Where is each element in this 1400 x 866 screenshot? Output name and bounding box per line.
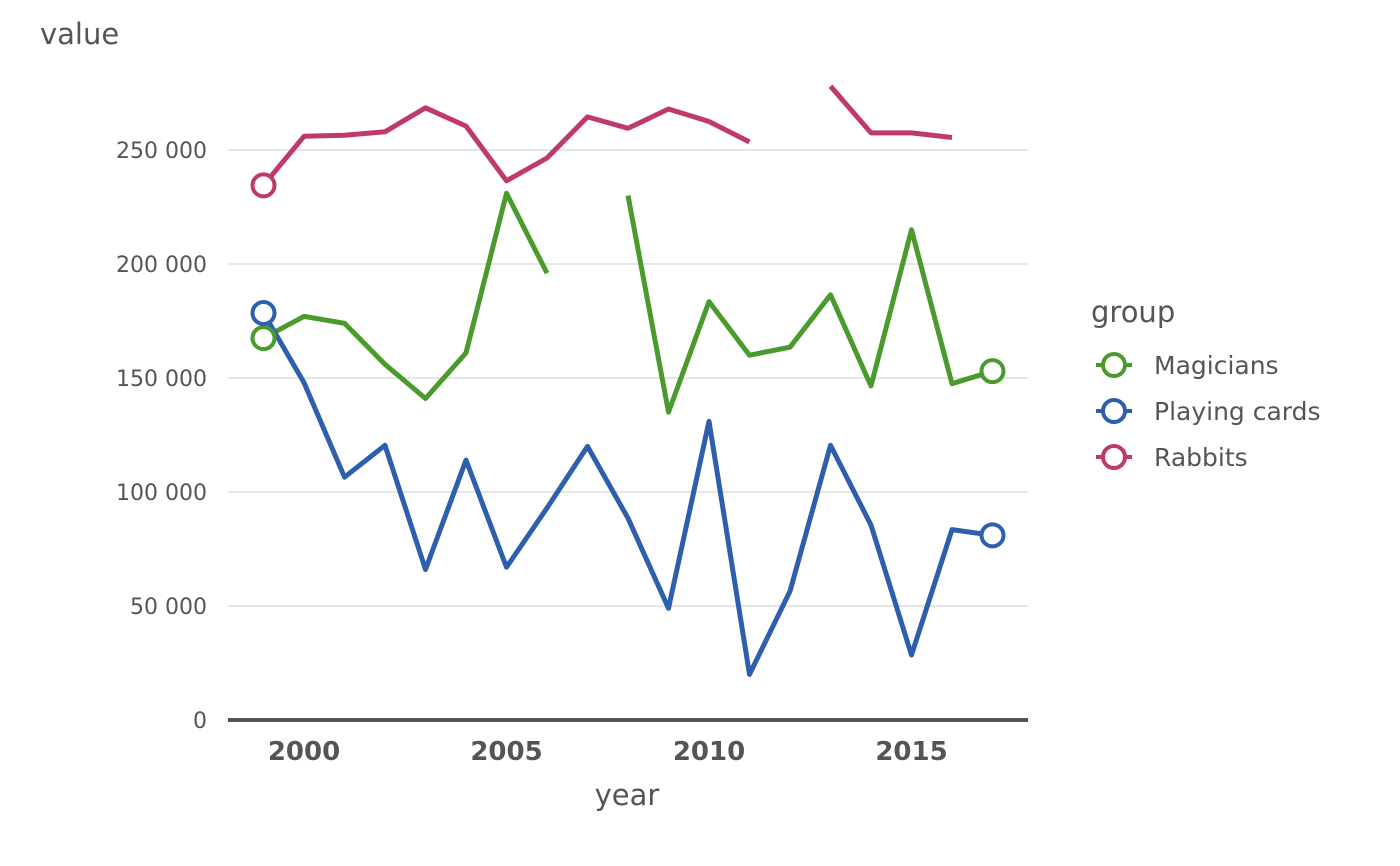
- end-marker-playing-cards: [979, 522, 1006, 549]
- x-tick-label: 2005: [470, 737, 542, 767]
- series-line-playing-cards: [261, 311, 993, 677]
- legend-label: Playing cards: [1154, 397, 1321, 426]
- y-tick-label: 250 000: [116, 139, 207, 164]
- x-axis-title: year: [595, 778, 660, 812]
- legend-swatch-marker: [1101, 398, 1127, 424]
- legend-title: group: [1091, 295, 1175, 329]
- series-line-magicians: [262, 190, 550, 401]
- legend-label: Magicians: [1154, 351, 1279, 380]
- x-tick-labels: 2000 2005 2010 2015: [268, 737, 948, 767]
- end-markers: [250, 172, 1006, 549]
- y-tick-labels: 0 50 000 100 000 150 000 200 000 250 000: [116, 139, 207, 734]
- series-line-magicians: [625, 195, 994, 415]
- y-tick-label: 150 000: [116, 367, 207, 392]
- end-marker-magicians: [979, 358, 1006, 385]
- y-tick-label: 200 000: [116, 253, 207, 278]
- legend-item-rabbits: Rabbits: [1096, 443, 1248, 472]
- gridlines: [228, 149, 1028, 607]
- x-tick-label: 2015: [875, 737, 947, 767]
- legend-swatch-marker: [1101, 444, 1127, 470]
- legend-item-magicians: Magicians: [1096, 351, 1279, 380]
- start-marker-magicians: [250, 325, 277, 352]
- legend: group Magicians Playing cards Rabbits: [1091, 295, 1321, 472]
- series-line-rabbits: [828, 84, 953, 140]
- y-tick-label: 50 000: [130, 595, 207, 620]
- start-marker-rabbits: [250, 172, 277, 199]
- legend-items: Magicians Playing cards Rabbits: [1096, 351, 1321, 472]
- legend-swatch-marker: [1101, 352, 1127, 378]
- legend-label: Rabbits: [1154, 443, 1248, 472]
- y-axis-title: value: [40, 17, 119, 51]
- x-tick-label: 2000: [268, 737, 340, 767]
- y-tick-label: 0: [193, 709, 207, 734]
- y-tick-label: 100 000: [116, 481, 207, 506]
- series-line-rabbits: [261, 105, 751, 187]
- x-tick-label: 2010: [673, 737, 745, 767]
- series-lines: [261, 84, 994, 677]
- start-marker-playing-cards: [250, 300, 277, 327]
- legend-item-playing-cards: Playing cards: [1096, 397, 1321, 426]
